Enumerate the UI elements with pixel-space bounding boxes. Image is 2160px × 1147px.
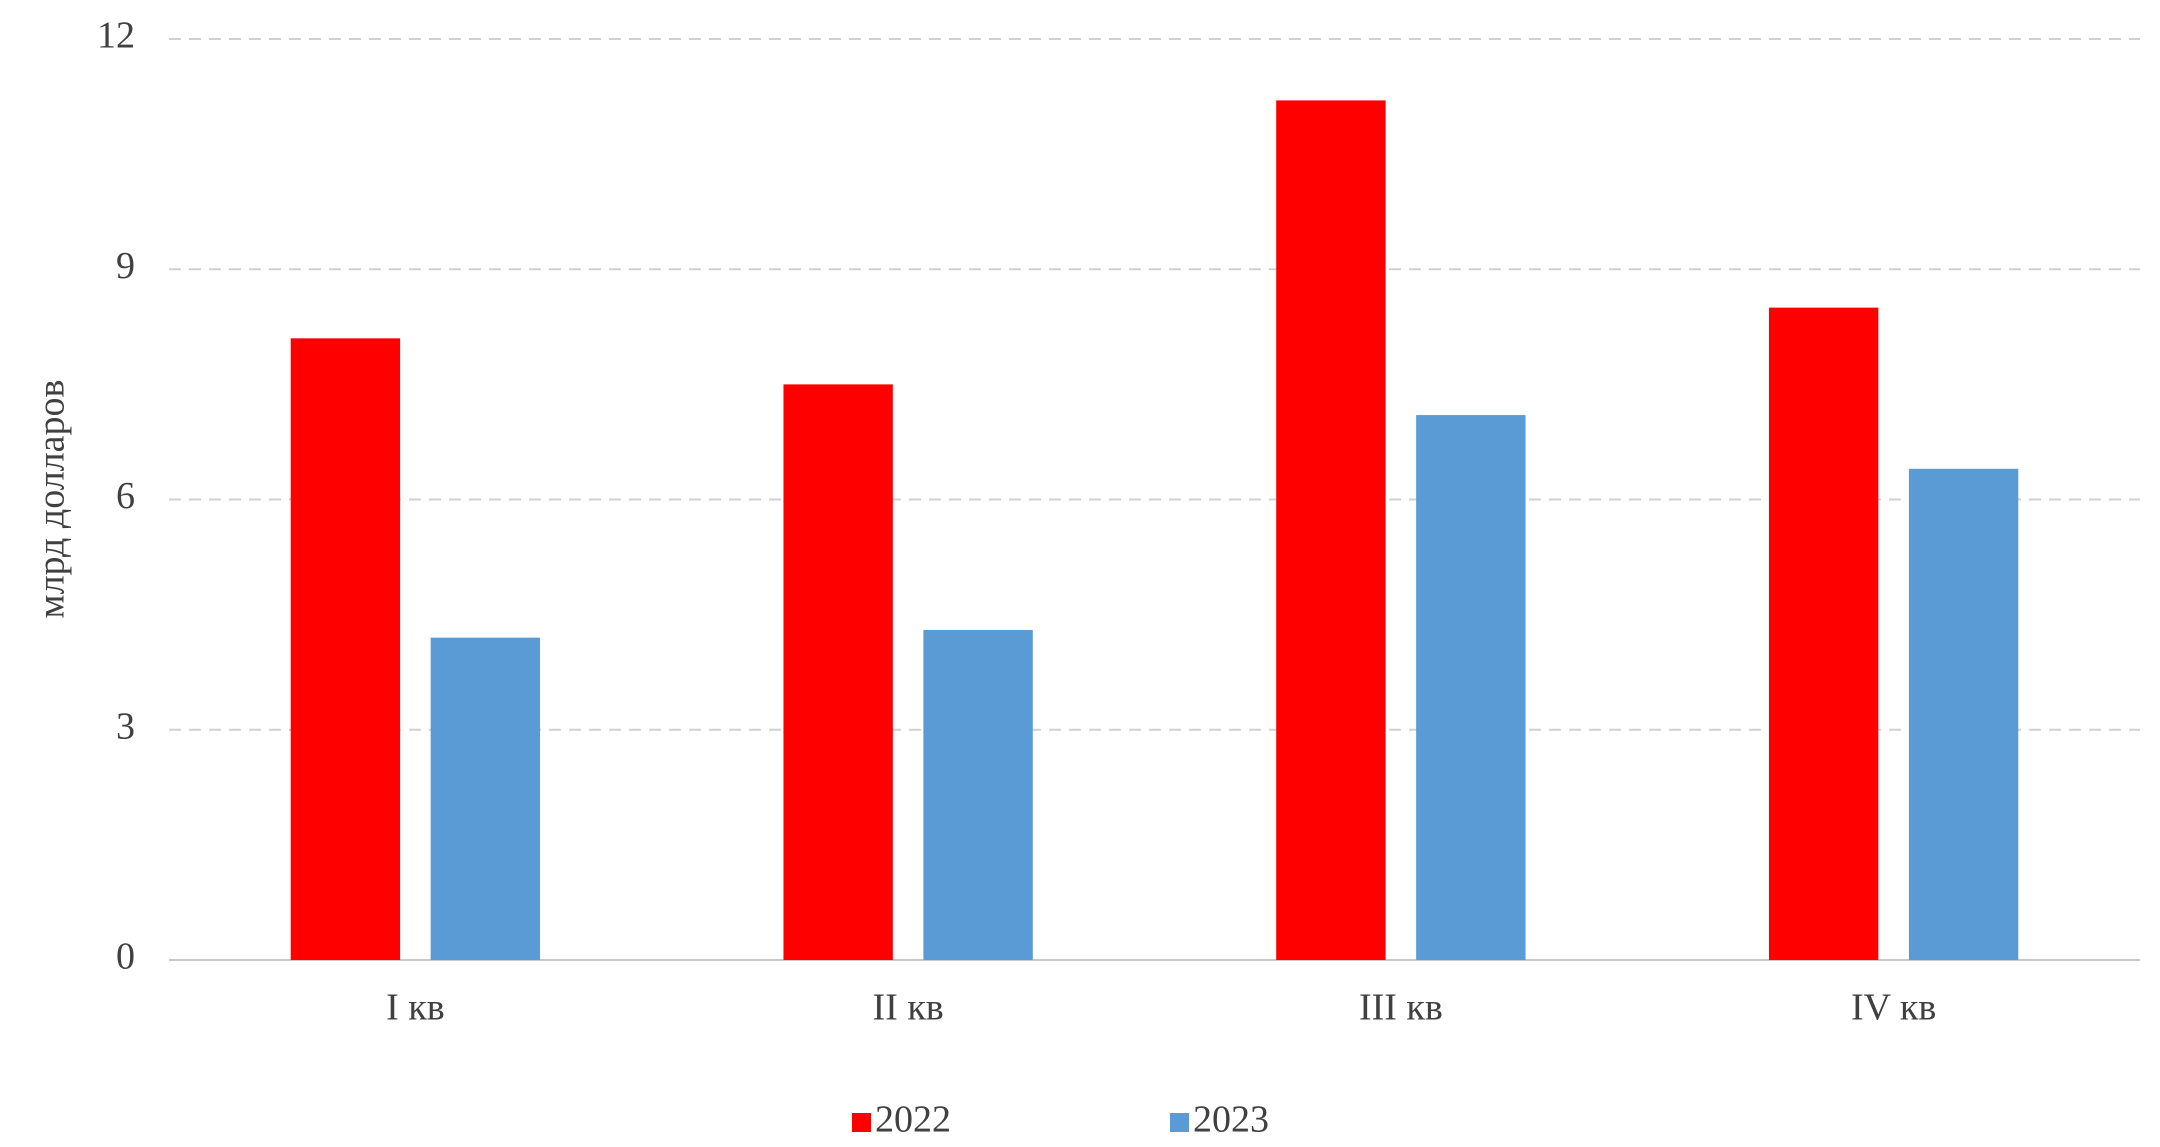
y-tick-label: 9 [116, 245, 135, 287]
y-tick-label: 0 [116, 936, 135, 978]
bar [923, 629, 1033, 960]
bar [1768, 307, 1879, 960]
x-tick-label: II кв [873, 987, 944, 1029]
legend-label: 2023 [1193, 1099, 1269, 1141]
bar [430, 637, 541, 960]
x-tick-label: I кв [386, 987, 445, 1029]
legend-swatch [852, 1113, 871, 1132]
y-tick-label: 3 [116, 705, 135, 747]
bar [1416, 415, 1526, 960]
x-tick-label: III кв [1359, 987, 1443, 1029]
y-tick-label: 6 [116, 475, 135, 517]
bar [1908, 468, 2019, 960]
legend-label: 2022 [875, 1099, 951, 1141]
bar [1276, 100, 1386, 960]
legend-swatch [1170, 1113, 1189, 1132]
y-axis-label: млрд долларов [31, 380, 73, 619]
bar [290, 338, 401, 960]
bar [783, 384, 893, 960]
x-tick-label: IV кв [1851, 987, 1936, 1029]
y-tick-label: 12 [97, 15, 135, 57]
